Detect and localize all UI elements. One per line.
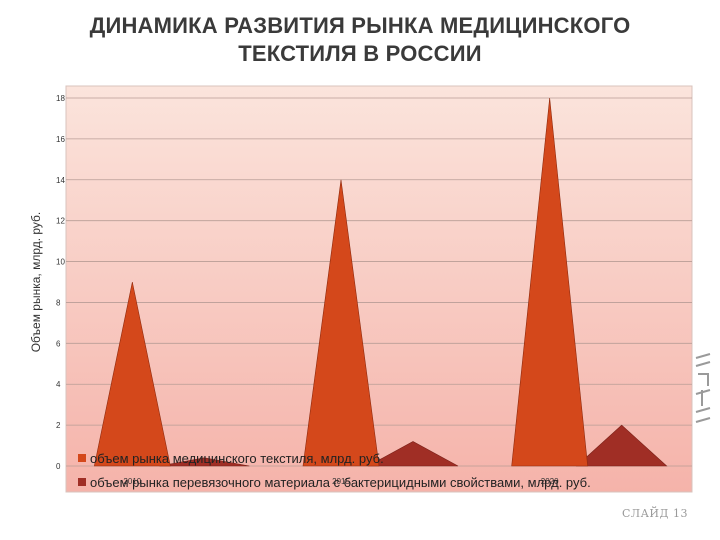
x-tick-label: 2010	[123, 477, 141, 486]
slide-title: ДИНАМИКА РАЗВИТИЯ РЫНКА МЕДИЦИНСКОГО ТЕК…	[0, 12, 720, 68]
y-tick-label: 12	[56, 217, 65, 226]
y-tick-label: 18	[56, 94, 65, 103]
y-tick-label: 16	[56, 135, 65, 144]
legend-item-series-1: объем рынка медицинского текстиля, млрд.…	[78, 451, 384, 466]
series-2-peak	[575, 424, 668, 467]
y-axis-label: Объем рынка, млрд. руб.	[29, 211, 43, 353]
y-tick-label: 4	[56, 380, 61, 389]
plot-area	[65, 85, 693, 493]
series-1-peak	[93, 281, 171, 467]
x-tick-label: 2015	[332, 477, 350, 486]
x-tick-label: 2020	[541, 477, 559, 486]
series-2-peak	[367, 441, 459, 467]
y-tick-label: 8	[56, 298, 61, 307]
series-2-peak	[159, 457, 250, 467]
legend-label-series-1: объем рынка медицинского текстиля, млрд.…	[90, 451, 384, 466]
title-line-2: ТЕКСТИЛЯ В РОССИИ	[238, 41, 482, 66]
series-1-peak	[302, 179, 380, 467]
slide-number: СЛАЙД 13	[622, 507, 688, 520]
title-line-1: ДИНАМИКА РАЗВИТИЯ РЫНКА МЕДИЦИНСКОГО	[89, 13, 631, 38]
corner-logo-icon	[695, 353, 711, 423]
legend-swatch-series-1	[78, 454, 86, 462]
legend-swatch-series-2	[78, 478, 86, 486]
legend-item-series-2: объем рынка перевязочного материала с ба…	[78, 475, 591, 490]
y-tick-label: 6	[56, 339, 61, 348]
y-tick-label: 14	[56, 176, 65, 185]
y-tick-label: 0	[56, 462, 61, 471]
series-1-peak	[511, 97, 588, 467]
y-tick-label: 10	[56, 258, 65, 267]
y-tick-label: 2	[56, 421, 61, 430]
legend-label-series-2: объем рынка перевязочного материала с ба…	[90, 475, 591, 490]
